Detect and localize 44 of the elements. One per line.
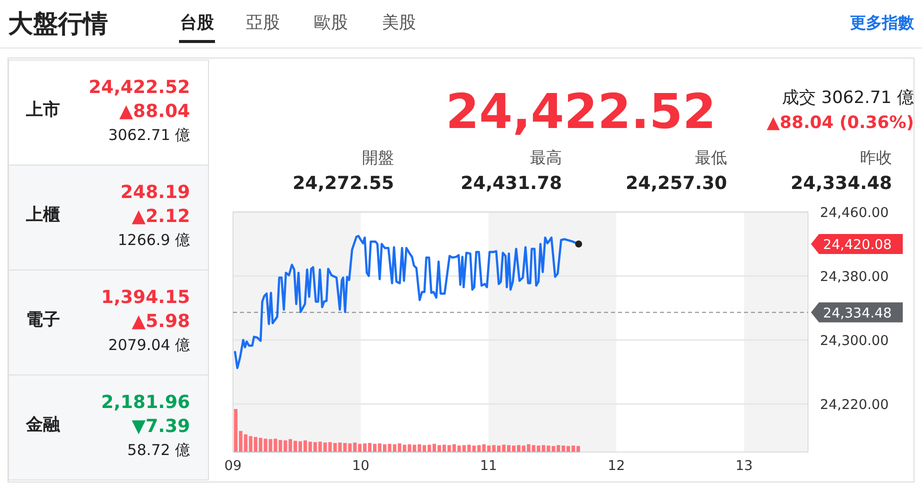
text: 2079.04 億: [108, 336, 190, 354]
text: 最低: [695, 148, 727, 167]
text: 24,272.55: [292, 173, 394, 194]
text: ▲2.12: [132, 206, 190, 227]
text: 歐股: [314, 13, 348, 33]
text: ▲88.04 (0.36%): [766, 113, 914, 133]
text: 58.72 億: [127, 441, 190, 459]
text: 24,422.52: [88, 77, 190, 98]
x-tick-label: 12: [608, 458, 625, 474]
text: 最高: [530, 148, 562, 167]
text: 成交 3062.71 億: [782, 88, 914, 108]
text: 1266.9 億: [118, 231, 190, 249]
text: 電子: [26, 310, 60, 330]
ref-line-label: 24,334.48: [823, 305, 892, 322]
text: 上櫃: [25, 205, 60, 225]
text: 上市: [25, 100, 60, 120]
text: 昨收: [860, 148, 892, 167]
text: 金融: [25, 415, 61, 435]
text: 24,431.78: [460, 173, 562, 194]
x-tick-label: 13: [736, 458, 753, 474]
x-tick-label: 11: [480, 458, 498, 474]
text: 台股: [180, 13, 215, 33]
text: ▲5.98: [132, 311, 190, 332]
y-tick-label: 24,460.00: [820, 205, 889, 221]
y-tick-label: 24,220.00: [820, 397, 889, 413]
text: 24,420.08: [823, 237, 892, 253]
y-tick-label: 24,380.00: [820, 269, 889, 285]
chart-title: 大盤行情: [8, 9, 108, 38]
text: 亞股: [246, 13, 280, 33]
text: 248.19: [120, 182, 190, 203]
text: 24,257.30: [626, 173, 727, 194]
text: 24,334.48: [790, 173, 892, 194]
x-tick-label: 09: [224, 458, 242, 474]
text: 更多指數: [850, 13, 915, 32]
x-tick-label: 10: [352, 458, 370, 474]
text: 開盤: [362, 148, 394, 167]
text: ▲88.04: [119, 101, 190, 122]
text: ▼7.39: [132, 416, 190, 437]
text: 24,422.52: [446, 84, 716, 140]
text: 2,181.96: [101, 392, 190, 413]
text: 3062.71 億: [108, 126, 190, 144]
text: 1,394.15: [101, 287, 190, 308]
text: 美股: [382, 13, 416, 33]
y-tick-label: 24,300.00: [820, 333, 889, 349]
